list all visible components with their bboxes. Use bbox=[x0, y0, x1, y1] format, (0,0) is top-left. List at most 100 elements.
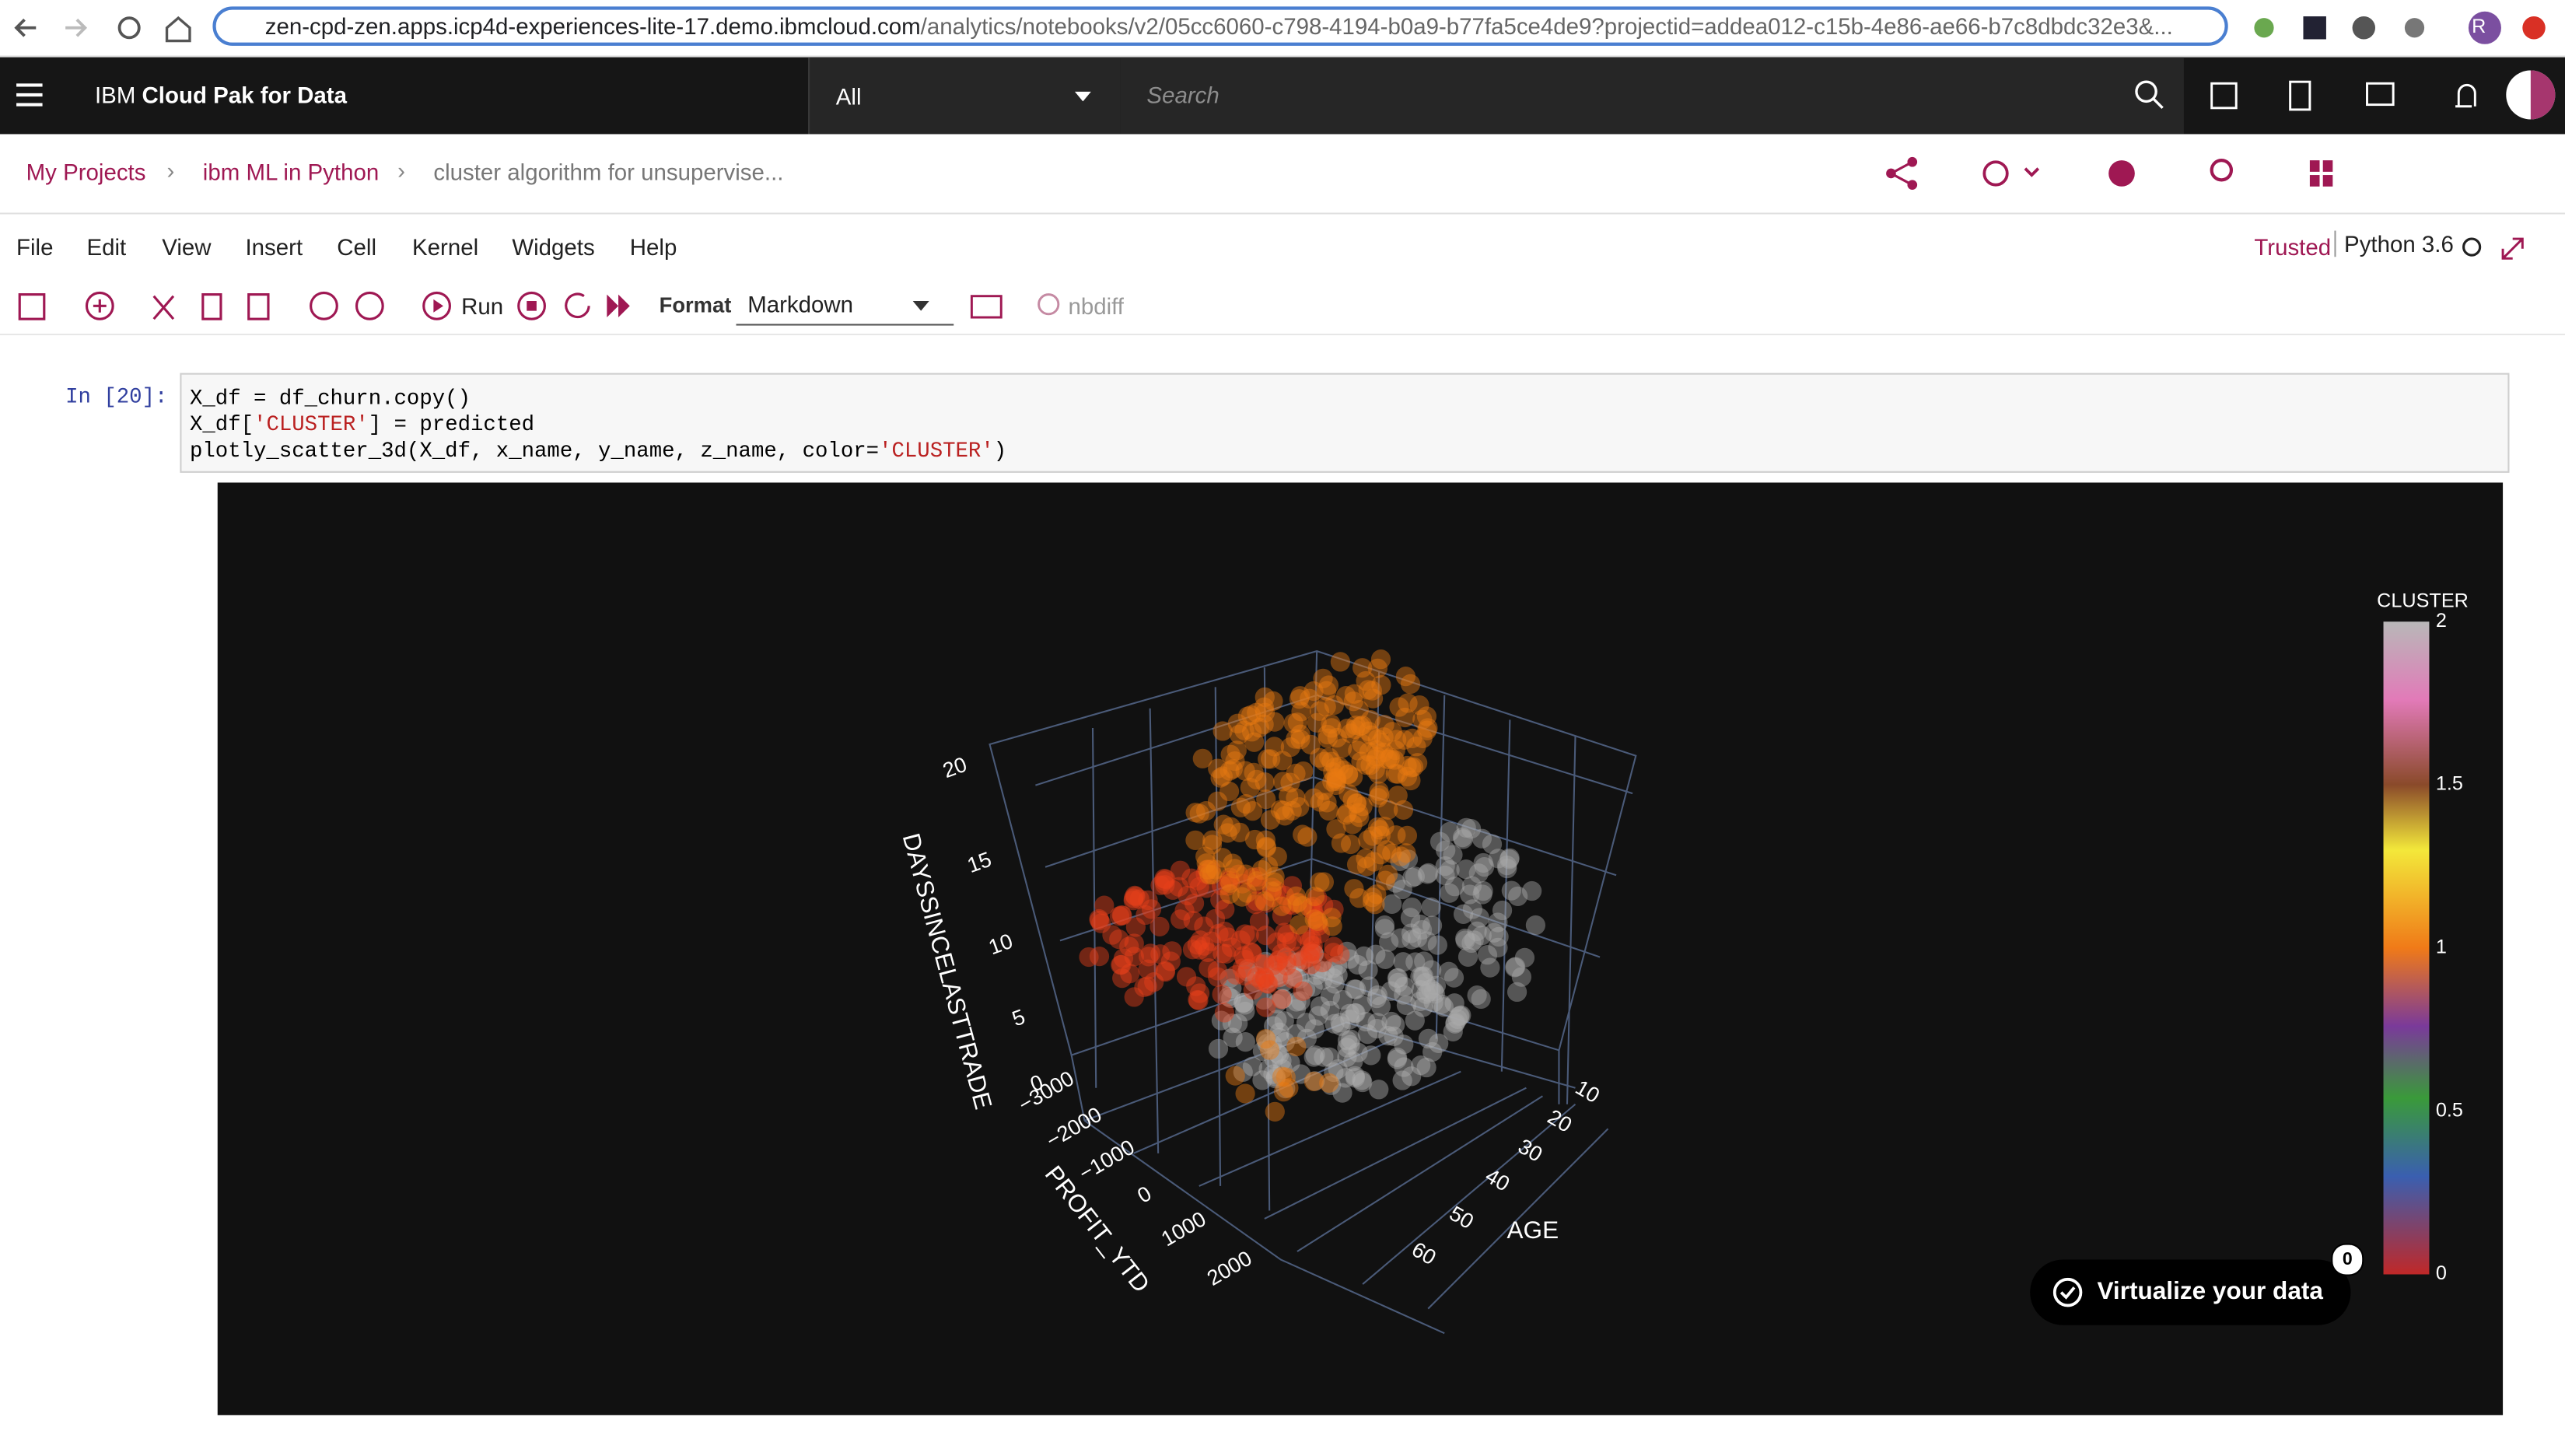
point bbox=[1330, 1013, 1350, 1033]
point bbox=[1286, 1024, 1307, 1044]
point bbox=[1408, 928, 1428, 948]
point bbox=[1263, 1064, 1283, 1084]
point bbox=[1471, 926, 1492, 946]
point bbox=[1397, 766, 1418, 787]
run-label[interactable]: Run bbox=[461, 292, 504, 320]
address-bar[interactable]: zen-cpd-zen.apps.icp4d-experiences-lite-… bbox=[212, 6, 2228, 46]
point bbox=[1206, 859, 1226, 880]
avatar[interactable]: R bbox=[2472, 14, 2486, 38]
point bbox=[1405, 952, 1426, 972]
point bbox=[1278, 958, 1298, 979]
point bbox=[1338, 783, 1359, 804]
hamburger[interactable] bbox=[16, 83, 43, 107]
point bbox=[1241, 722, 1262, 742]
point bbox=[1220, 968, 1240, 989]
menu-item[interactable]: Help bbox=[629, 233, 677, 261]
point bbox=[1337, 1031, 1358, 1051]
point bbox=[1324, 1062, 1344, 1083]
point bbox=[1265, 712, 1285, 732]
point bbox=[1235, 924, 1255, 944]
nbdiff-label[interactable]: nbdiff bbox=[1068, 292, 1124, 320]
point bbox=[1296, 1013, 1317, 1033]
point bbox=[1508, 886, 1528, 906]
point bbox=[1496, 855, 1517, 876]
point bbox=[1213, 814, 1234, 835]
point bbox=[1272, 1059, 1293, 1080]
breadcrumb[interactable]: My Projects bbox=[26, 159, 146, 185]
point bbox=[1303, 1047, 1324, 1067]
point bbox=[1275, 1032, 1296, 1052]
point bbox=[1226, 964, 1246, 985]
point bbox=[1258, 973, 1278, 993]
point bbox=[1388, 972, 1408, 993]
kernel-status bbox=[2462, 237, 2524, 260]
point bbox=[1299, 931, 1320, 951]
point bbox=[1314, 1047, 1334, 1067]
point bbox=[1345, 1003, 1365, 1024]
menu-item[interactable]: Kernel bbox=[412, 233, 479, 261]
point bbox=[1320, 1000, 1340, 1020]
point bbox=[1380, 749, 1400, 769]
point bbox=[1210, 890, 1230, 910]
point bbox=[1254, 989, 1274, 1010]
point bbox=[1276, 947, 1296, 968]
point bbox=[1245, 894, 1265, 915]
point bbox=[1265, 866, 1285, 887]
point bbox=[1267, 1010, 1287, 1030]
point bbox=[1303, 943, 1324, 964]
scope-dropdown[interactable]: All bbox=[808, 57, 1121, 135]
url-path: /analytics/notebooks/v2/05cc6060-c798-41… bbox=[920, 12, 2173, 40]
point bbox=[1331, 833, 1352, 853]
point bbox=[1306, 908, 1326, 928]
point bbox=[1488, 937, 1508, 958]
point bbox=[1237, 883, 1257, 903]
menu-item[interactable]: Edit bbox=[86, 233, 127, 261]
point bbox=[1276, 932, 1296, 952]
point bbox=[1416, 1057, 1436, 1078]
breadcrumb[interactable]: ibm ML in Python bbox=[202, 159, 380, 185]
colorbar-tick-label: 1.5 bbox=[2436, 773, 2463, 795]
point bbox=[1421, 979, 1441, 999]
point bbox=[1331, 1016, 1351, 1036]
point bbox=[1174, 901, 1195, 921]
point bbox=[1325, 775, 1346, 796]
point bbox=[1112, 905, 1132, 926]
point bbox=[1255, 968, 1275, 989]
virtualize-button[interactable]: Virtualize your data 0 bbox=[2030, 1243, 2364, 1325]
point bbox=[1425, 984, 1445, 1004]
point bbox=[1472, 884, 1492, 905]
point bbox=[1290, 951, 1311, 971]
point bbox=[1244, 829, 1265, 850]
point bbox=[1348, 1042, 1368, 1062]
search-placeholder: Search bbox=[1146, 82, 1220, 108]
code-cell[interactable]: X_df = df_churn.copy() X_df['CLUSTER'] = … bbox=[180, 373, 2510, 473]
menu-item[interactable]: Insert bbox=[245, 233, 303, 261]
point bbox=[1125, 885, 1145, 906]
point bbox=[1255, 954, 1275, 974]
menu-item[interactable]: Cell bbox=[337, 233, 377, 261]
point bbox=[1267, 1043, 1287, 1063]
point bbox=[1387, 1049, 1407, 1069]
format-select[interactable]: Markdown bbox=[736, 285, 954, 326]
point bbox=[1469, 908, 1489, 928]
point bbox=[1368, 764, 1388, 784]
point bbox=[1319, 1047, 1340, 1067]
y-tick-label: 20 bbox=[1544, 1104, 1576, 1137]
point bbox=[1321, 908, 1342, 928]
point bbox=[1418, 982, 1438, 1002]
point bbox=[1188, 989, 1208, 1010]
trusted-indicator[interactable]: Trusted bbox=[2254, 233, 2332, 261]
point bbox=[1269, 950, 1289, 970]
point bbox=[1125, 917, 1146, 937]
point bbox=[1338, 765, 1359, 785]
menu-item[interactable]: File bbox=[16, 233, 54, 261]
point bbox=[1358, 960, 1378, 980]
point bbox=[1365, 894, 1385, 915]
menu-item[interactable]: View bbox=[162, 233, 212, 261]
search-box[interactable]: Search bbox=[1120, 57, 2184, 135]
menu-item[interactable]: Widgets bbox=[512, 233, 595, 261]
point bbox=[1411, 1055, 1431, 1076]
point bbox=[1378, 1025, 1398, 1046]
point bbox=[1457, 947, 1478, 967]
point bbox=[1346, 793, 1366, 814]
